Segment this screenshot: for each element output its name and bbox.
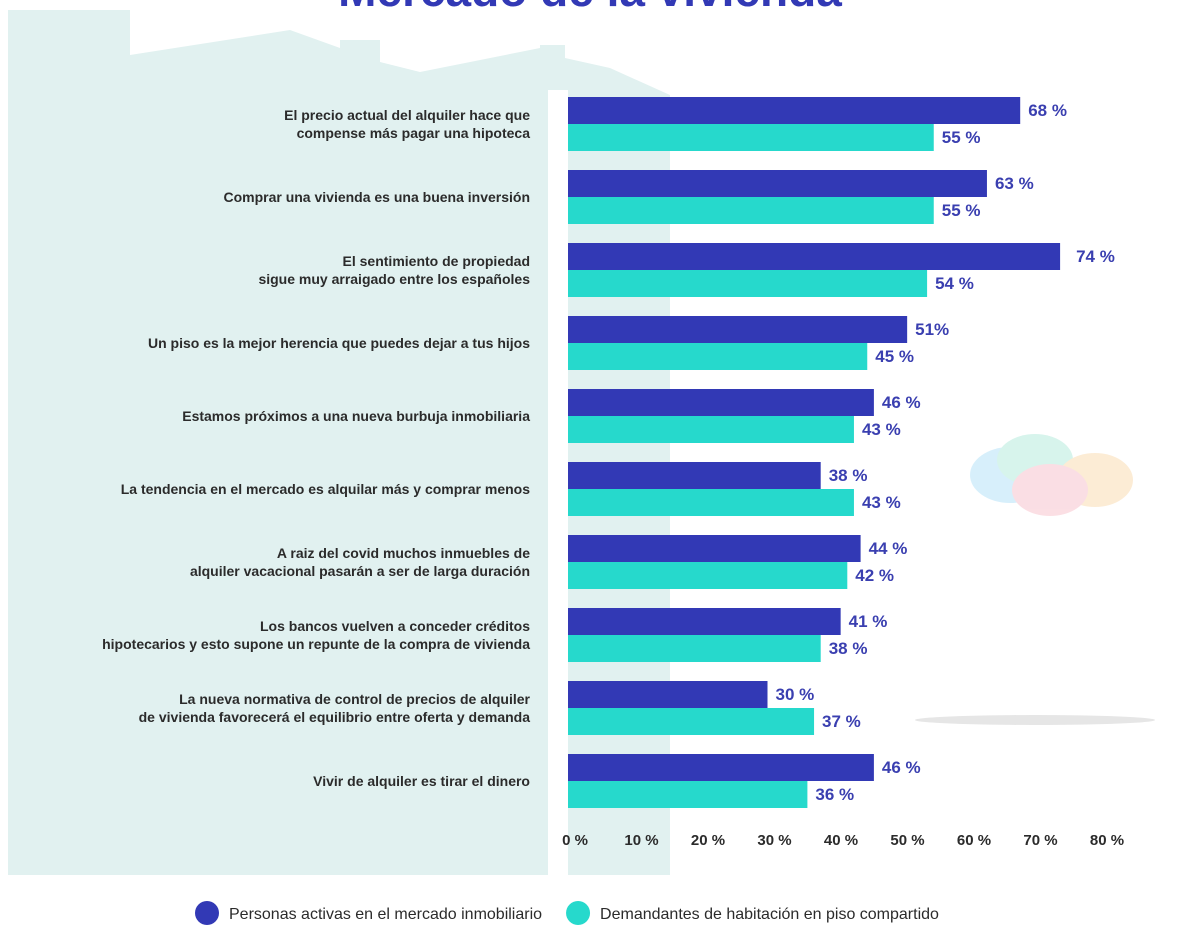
value-label: 55 % [942, 201, 981, 220]
bar [568, 635, 821, 662]
value-label: 30 % [776, 685, 815, 704]
bar [568, 489, 854, 516]
bar [568, 316, 908, 343]
bar [568, 389, 874, 416]
bar [568, 462, 821, 489]
value-label: 46 % [882, 758, 921, 777]
value-label: 74 % [1076, 247, 1115, 266]
value-label: 45 % [875, 347, 914, 366]
bar [568, 754, 874, 781]
value-label: 63 % [995, 174, 1034, 193]
y-tick-label: La tendencia en el mercado es alquilar m… [120, 481, 530, 497]
value-label: 41 % [849, 612, 888, 631]
y-tick-label: A raiz del covid muchos inmuebles de alq… [189, 545, 530, 579]
x-tick-label: 70 % [1023, 832, 1057, 849]
bar [568, 608, 841, 635]
value-label: 68 % [1028, 101, 1067, 120]
y-tick-label: El sentimiento de propiedad sigue muy ar… [258, 253, 530, 287]
x-tick-label: 80 % [1090, 832, 1124, 849]
value-label: 42 % [855, 566, 894, 585]
value-label: 38 % [829, 639, 868, 658]
bar [568, 681, 768, 708]
y-tick-label: El precio actual del alquiler hace que c… [284, 107, 530, 141]
bar [568, 708, 815, 735]
bar [568, 535, 861, 562]
value-label: 43 % [862, 493, 901, 512]
y-tick-label: Los bancos vuelven a conceder créditos h… [102, 618, 530, 652]
value-label: 38 % [829, 466, 868, 485]
y-tick-label: Comprar una vivienda es una buena invers… [223, 189, 530, 205]
bar [568, 270, 928, 297]
value-label: 36 % [815, 785, 854, 804]
bar [568, 416, 854, 443]
x-tick-label: 0 % [562, 832, 588, 849]
value-label: 54 % [935, 274, 974, 293]
y-tick-label: La nueva normativa de control de precios… [138, 691, 530, 725]
x-tick-label: 30 % [757, 832, 791, 849]
chart-title: Mercado de la vivienda [338, 0, 842, 16]
legend-label: Demandantes de habitación en piso compar… [600, 906, 939, 923]
value-label: 46 % [882, 393, 921, 412]
value-label: 55 % [942, 128, 981, 147]
y-tick-label: Vivir de alquiler es tirar el dinero [313, 773, 530, 789]
bar [568, 170, 987, 197]
value-label: 44 % [869, 539, 908, 558]
legend-label: Personas activas en el mercado inmobilia… [229, 906, 542, 923]
x-tick-label: 60 % [957, 832, 991, 849]
x-tick-label: 50 % [890, 832, 924, 849]
bar [568, 781, 808, 808]
bar [568, 343, 868, 370]
x-tick-label: 10 % [624, 832, 658, 849]
decoration-bubbles [970, 434, 1133, 516]
value-label: 51% [915, 320, 949, 339]
x-tick-label: 40 % [824, 832, 858, 849]
x-tick-label: 20 % [691, 832, 725, 849]
decoration-ground [915, 715, 1155, 725]
bar [568, 197, 934, 224]
legend-swatch [566, 901, 591, 925]
bar [568, 243, 1061, 270]
value-label: 43 % [862, 420, 901, 439]
gap-strip [548, 90, 568, 875]
house-background [8, 10, 670, 875]
y-tick-label: Estamos próximos a una nueva burbuja inm… [182, 408, 530, 424]
value-label: 37 % [822, 712, 861, 731]
bar [568, 562, 848, 589]
bar [568, 124, 934, 151]
bar [568, 97, 1021, 124]
legend-swatch [195, 901, 219, 925]
y-tick-label: Un piso es la mejor herencia que puedes … [147, 335, 530, 351]
